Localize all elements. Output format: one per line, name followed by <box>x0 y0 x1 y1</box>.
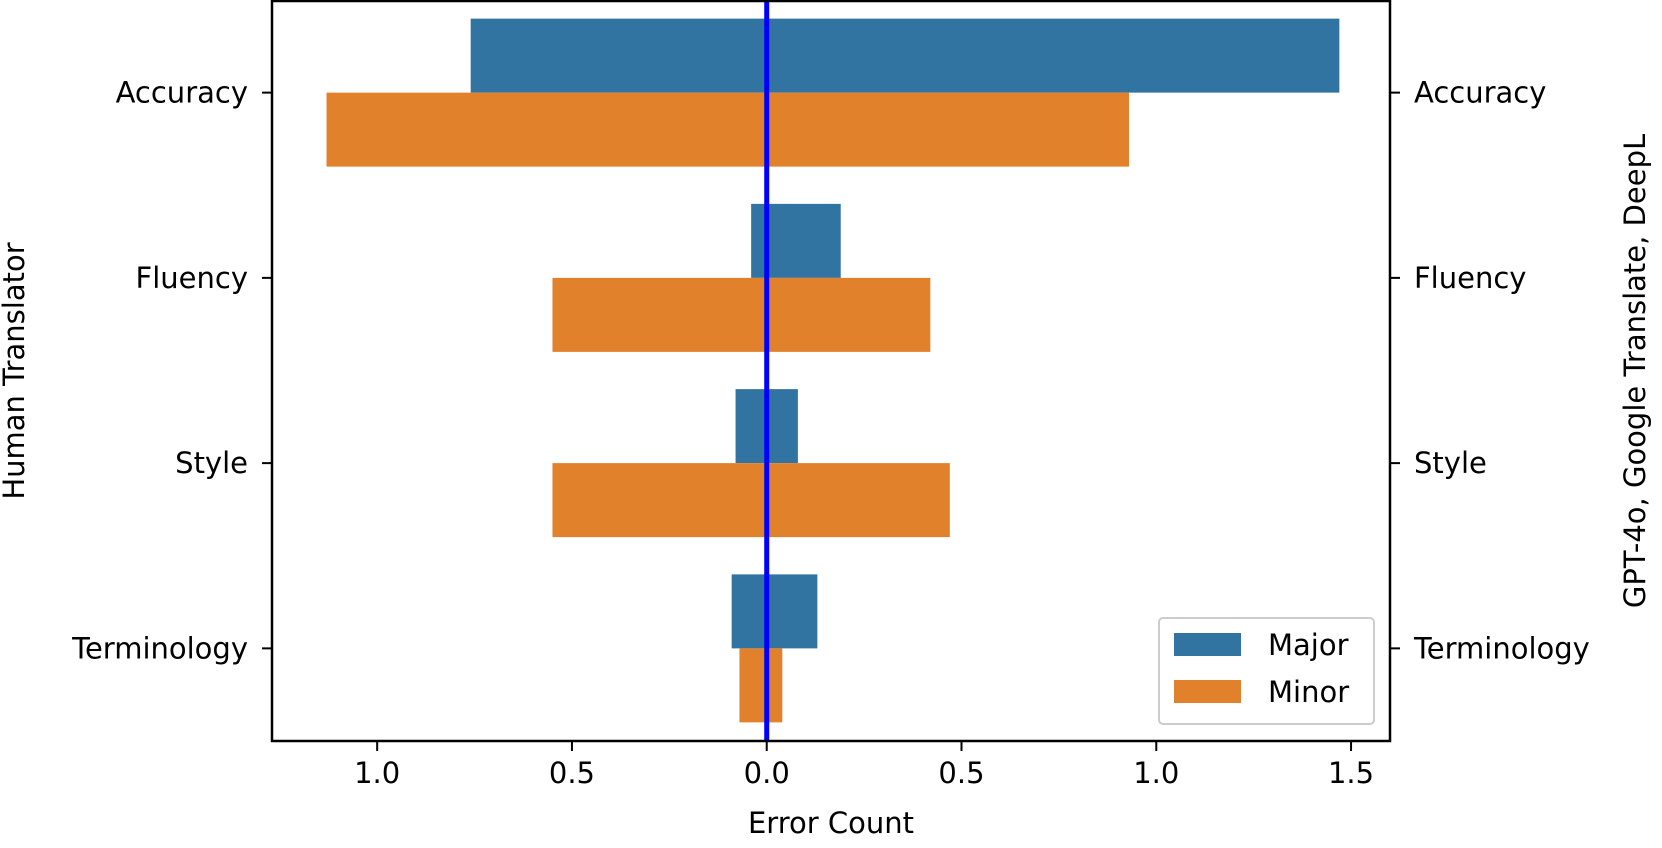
x-axis-ticks: 1.0 0.5 0.0 0.5 1.0 1.5 <box>354 741 1374 790</box>
bar-minor-accuracy <box>326 92 1130 167</box>
left-tick-label-terminology: Terminology <box>71 631 248 665</box>
bar-major-accuracy <box>470 18 1340 93</box>
bar-minor-fluency <box>552 277 931 352</box>
bars-layer <box>326 18 1340 723</box>
legend-swatch-minor <box>1174 680 1241 703</box>
bar-minor-style <box>552 463 950 538</box>
left-tick-label-style: Style <box>175 446 248 480</box>
right-category-ticks: Accuracy Fluency Style Terminology <box>1390 76 1590 665</box>
legend: Major Minor <box>1158 617 1375 725</box>
left-tick-label-accuracy: Accuracy <box>116 76 248 110</box>
right-tick-label-style: Style <box>1414 446 1487 480</box>
legend-label-minor: Minor <box>1268 675 1349 709</box>
right-tick-label-terminology: Terminology <box>1413 631 1590 665</box>
right-tick-label-accuracy: Accuracy <box>1414 76 1546 110</box>
x-tick-label-2: 0.0 <box>744 756 790 790</box>
x-tick-label-3: 0.5 <box>938 756 984 790</box>
left-category-ticks: Accuracy Fluency Style Terminology <box>71 76 272 665</box>
x-tick-label-4: 1.0 <box>1133 756 1179 790</box>
bar-minor-terminology <box>739 648 783 723</box>
x-tick-label-0: 1.0 <box>354 756 400 790</box>
left-axis-title: Human Translator <box>0 242 31 499</box>
x-tick-label-1: 0.5 <box>549 756 595 790</box>
left-tick-label-fluency: Fluency <box>136 261 248 295</box>
legend-swatch-major <box>1174 633 1241 656</box>
right-axis-title: GPT-4o, Google Translate, DeepL <box>1618 134 1652 608</box>
right-tick-label-fluency: Fluency <box>1414 261 1526 295</box>
legend-label-major: Major <box>1268 628 1349 662</box>
x-axis-title: Error Count <box>748 806 914 840</box>
plot-frame-layer <box>270 0 1392 743</box>
plot-frame <box>270 0 1392 743</box>
x-tick-label-5: 1.5 <box>1328 756 1374 790</box>
bar-major-terminology <box>731 574 818 649</box>
